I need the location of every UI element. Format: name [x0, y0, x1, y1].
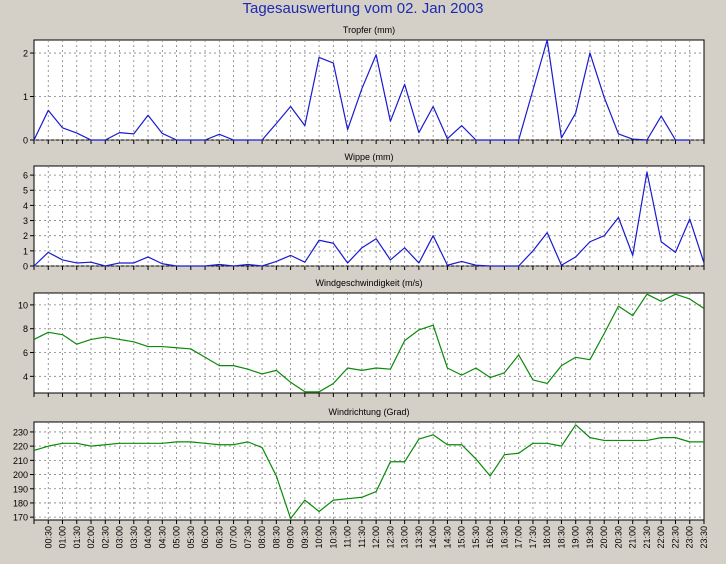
x-tick-label: 18:30	[556, 526, 566, 549]
x-tick-label: 03:00	[115, 526, 125, 549]
y-tick-label: 6	[23, 171, 28, 181]
x-tick-label: 19:00	[571, 526, 581, 549]
x-tick-label: 22:00	[656, 526, 666, 549]
x-tick-label: 11:30	[357, 526, 367, 548]
series-line	[33, 171, 705, 267]
y-tick-label: 200	[13, 470, 28, 480]
x-tick-label: 09:30	[300, 526, 310, 549]
chart-title: Windrichtung (Grad)	[328, 407, 409, 417]
chart-panel-3: 4 6 8 10 Windgeschwindigkeit (m/s)	[18, 278, 705, 397]
y-tick-label: 0	[23, 136, 28, 146]
y-tick-label: 170	[13, 513, 28, 523]
y-tick-label: 1	[23, 246, 28, 256]
x-tick-label: 08:30	[271, 526, 281, 549]
page-title: Tagesauswertung vom 02. Jan 2003	[242, 0, 484, 17]
y-tick-label: 180	[13, 498, 28, 508]
plot-area	[33, 39, 705, 141]
chart-title: Tropfer (mm)	[343, 25, 395, 35]
x-tick-label: 05:30	[186, 526, 196, 549]
x-tick-label: 08:00	[257, 526, 267, 549]
chart-title: Windgeschwindigkeit (m/s)	[315, 278, 422, 288]
y-tick-label: 210	[13, 456, 28, 466]
chart-title: Wippe (mm)	[345, 152, 394, 162]
x-tick-label: 05:00	[172, 526, 182, 549]
x-tick-label: 07:00	[229, 526, 239, 549]
x-tick-label: 04:30	[157, 526, 167, 549]
series-line	[33, 293, 705, 393]
y-tick-label: 10	[18, 300, 28, 310]
x-tick-label: 03:30	[129, 526, 139, 549]
x-tick-label: 01:00	[58, 526, 68, 549]
chart-panel-4: 170 180 190 200 210 220 230 Windrichtung (Grad)	[13, 407, 705, 524]
y-tick-label: 1	[23, 92, 28, 102]
series-line	[33, 39, 690, 141]
x-tick-label: 12:00	[371, 526, 381, 549]
y-tick-label: 2	[23, 231, 28, 241]
x-tick-label: 06:00	[200, 526, 210, 549]
y-tick-label: 2	[23, 49, 28, 59]
plot-area	[33, 165, 705, 267]
x-tick-label: 23:00	[685, 526, 695, 549]
y-tick-label: 6	[23, 348, 28, 358]
x-tick-label: 15:00	[457, 526, 467, 549]
x-tick-label: 01:30	[72, 526, 82, 549]
y-tick-label: 5	[23, 186, 28, 196]
x-tick-label: 14:00	[428, 526, 438, 549]
x-tick-label: 07:30	[243, 526, 253, 549]
x-tick-label: 04:00	[143, 526, 153, 549]
x-tick-label: 23:30	[699, 526, 709, 549]
x-tick-label: 21:30	[642, 526, 652, 549]
chart-panel-2: 0 1 2 3 4 5 6 Wippe (mm)	[23, 152, 705, 272]
x-tick-label: 19:30	[585, 526, 595, 549]
x-tick-label: 10:30	[328, 526, 338, 549]
x-tick-label: 13:00	[400, 526, 410, 549]
x-tick-label: 12:30	[385, 526, 395, 549]
x-tick-label: 14:30	[442, 526, 452, 549]
x-tick-label: 20:00	[599, 526, 609, 549]
x-tick-label: 17:30	[528, 526, 538, 549]
y-tick-label: 3	[23, 216, 28, 226]
y-tick-label: 0	[23, 262, 28, 272]
x-tick-label: 13:30	[414, 526, 424, 549]
y-tick-label: 8	[23, 324, 28, 334]
y-tick-label: 230	[13, 427, 28, 437]
y-tick-label: 220	[13, 442, 28, 452]
x-tick-label: 11:00	[343, 526, 353, 548]
plot-area	[33, 292, 705, 394]
x-tick-label: 21:00	[628, 526, 638, 549]
x-tick-label: 18:00	[542, 526, 552, 549]
x-tick-label: 17:00	[514, 526, 524, 549]
x-tick-label: 00:30	[43, 526, 53, 549]
x-tick-label: 16:00	[485, 526, 495, 549]
y-tick-label: 4	[23, 201, 28, 211]
plot-area	[33, 421, 705, 521]
y-tick-label: 4	[23, 372, 28, 382]
series-line	[33, 424, 704, 520]
x-tick-label: 02:00	[86, 526, 96, 549]
x-tick-label: 02:30	[100, 526, 110, 549]
x-axis-labels: 00:30 01:00 01:30 02:00 02:30 03:00 03:30 04:00…	[43, 526, 709, 549]
x-tick-label: 06:30	[214, 526, 224, 549]
x-tick-label: 16:30	[499, 526, 509, 549]
x-tick-label: 10:00	[314, 526, 324, 549]
y-tick-label: 190	[13, 484, 28, 494]
x-tick-label: 22:30	[670, 526, 680, 549]
x-tick-label: 15:30	[471, 526, 481, 549]
x-tick-label: 09:00	[286, 526, 296, 549]
x-tick-label: 20:30	[613, 526, 623, 549]
chart-panel-1: 0 1 2 Tropfer (mm)	[23, 25, 705, 146]
